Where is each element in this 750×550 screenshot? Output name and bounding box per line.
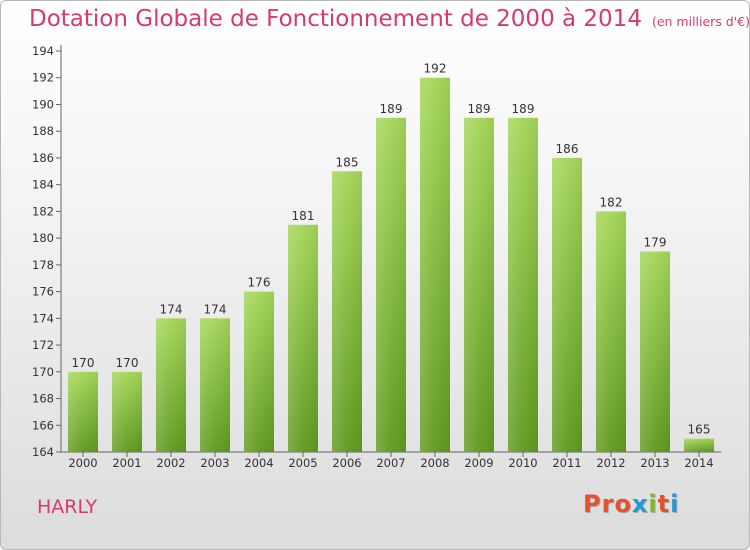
y-tick-label: 188	[32, 124, 54, 138]
data-label: 189	[380, 102, 403, 116]
data-label: 170	[116, 356, 139, 370]
y-tick-label: 180	[32, 231, 54, 245]
bar-sheen	[420, 77, 450, 452]
data-label: 189	[468, 102, 491, 116]
bars	[68, 77, 714, 453]
bar-sheen	[112, 371, 142, 452]
y-tick-label: 166	[32, 418, 54, 432]
y-tick-label: 164	[32, 445, 54, 459]
data-label: 176	[248, 276, 271, 290]
y-tick-label: 186	[32, 151, 54, 165]
x-tick-label: 2009	[464, 456, 493, 470]
x-tick-label: 2000	[68, 456, 97, 470]
x-tick-label: 2006	[332, 456, 361, 470]
data-label: 174	[204, 302, 227, 316]
y-axis: 164 166 168 170 172 174 176 178 180 182 184 186 188 1…	[32, 44, 62, 459]
data-label: 182	[600, 195, 623, 209]
bar-sheen	[508, 117, 538, 452]
y-tick-label: 168	[32, 392, 54, 406]
title-main: Dotation Globale de Fonctionnement de 20…	[29, 6, 642, 32]
bar-sheen	[552, 157, 582, 452]
y-tick-label: 174	[32, 311, 54, 325]
data-label: 185	[336, 155, 359, 169]
x-tick-label: 2001	[112, 456, 141, 470]
bar-sheen	[596, 211, 626, 452]
data-label: 165	[688, 423, 711, 437]
x-tick-label: 2012	[596, 456, 625, 470]
logo-letter: x	[631, 490, 649, 518]
bar-sheen	[376, 117, 406, 452]
x-axis: 2000 2001 2002 2003 2004 2005 2006 2007 2008 2009…	[61, 451, 721, 470]
y-tick-label: 176	[32, 285, 54, 299]
data-label: 174	[160, 302, 183, 316]
bar-sheen	[156, 318, 186, 452]
y-tick-label: 170	[32, 365, 54, 379]
data-label: 179	[644, 236, 667, 250]
x-tick-label: 2007	[376, 456, 405, 470]
logo-letter: r	[601, 490, 615, 518]
x-tick-label: 2013	[640, 456, 669, 470]
x-tick-label: 2011	[552, 456, 581, 470]
y-tick-label: 192	[32, 71, 54, 85]
chart-title: Dotation Globale de Fonctionnement de 20…	[29, 6, 750, 32]
data-labels: 170 170 174 174 176 181 185 189 192 189 189 186 182 1…	[72, 62, 711, 437]
x-tick-label: 2002	[156, 456, 185, 470]
bar-sheen	[244, 291, 274, 452]
x-tick-label: 2008	[420, 456, 449, 470]
y-tick-label: 182	[32, 204, 54, 218]
y-tick-label: 194	[32, 44, 54, 58]
data-label: 170	[72, 356, 95, 370]
bar-sheen	[200, 318, 230, 452]
bar-sheen	[68, 371, 98, 452]
logo-letter: P	[583, 490, 602, 518]
data-label: 181	[292, 209, 315, 223]
x-tick-label: 2014	[684, 456, 713, 470]
x-tick-label: 2003	[200, 456, 229, 470]
bar-sheen	[288, 224, 318, 452]
logo-letter: o	[614, 490, 632, 518]
logo-letter: i	[648, 490, 658, 518]
y-tick-label: 178	[32, 258, 54, 272]
y-tick-label: 172	[32, 338, 54, 352]
y-tick-label: 190	[32, 97, 54, 111]
x-tick-label: 2010	[508, 456, 537, 470]
y-tick-label: 184	[32, 178, 54, 192]
data-label: 189	[512, 102, 535, 116]
logo-letter: i	[670, 490, 680, 518]
bar-sheen	[332, 171, 362, 453]
x-tick-label: 2005	[288, 456, 317, 470]
bar-sheen	[464, 117, 494, 452]
bar-sheen	[684, 438, 714, 452]
logo-letter: t	[657, 490, 671, 518]
data-label: 186	[556, 142, 579, 156]
title-unit: (en milliers d'€)	[651, 14, 750, 29]
proxiti-logo[interactable]: Proxiti	[583, 490, 679, 518]
data-label: 192	[424, 62, 447, 76]
bar-sheen	[640, 251, 670, 452]
x-tick-label: 2004	[244, 456, 273, 470]
place-name: HARLY	[37, 496, 98, 518]
